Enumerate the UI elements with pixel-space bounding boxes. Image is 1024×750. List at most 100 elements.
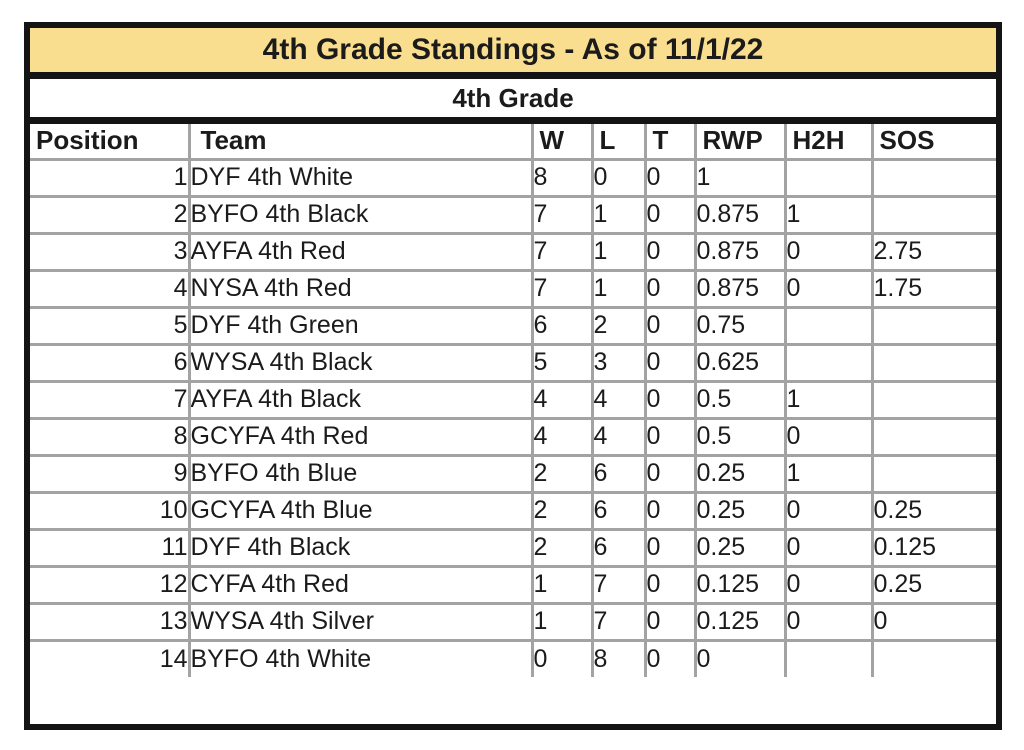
wins-cell: 1 [532,603,594,642]
wins-cell: 6 [532,307,594,346]
sos-cell: 0.125 [872,529,996,568]
position-cell: 8 [30,418,191,457]
table-row: 10 GCYFA 4th Blue 2 6 0 0.25 0 0.25 [30,492,996,531]
h2h-cell [785,640,874,677]
position-cell: 7 [30,381,191,420]
losses-cell: 0 [592,159,647,198]
position-cell: 4 [30,270,191,309]
table-row: 9 BYFO 4th Blue 2 6 0 0.25 1 [30,455,996,494]
position-cell: 2 [30,196,191,235]
table-row: 11 DYF 4th Black 2 6 0 0.25 0 0.125 [30,529,996,568]
losses-cell: 7 [592,566,647,605]
table-row: 12 CYFA 4th Red 1 7 0 0.125 0 0.25 [30,566,996,605]
wins-cell: 2 [532,492,594,531]
table-row: 8 GCYFA 4th Red 4 4 0 0.5 0 [30,418,996,457]
h2h-cell: 0 [785,529,874,568]
table-row: 6 WYSA 4th Black 5 3 0 0.625 [30,344,996,383]
position-cell: 13 [30,603,191,642]
team-cell: DYF 4th Black [189,529,534,568]
ties-cell: 0 [645,196,697,235]
table-row: 13 WYSA 4th Silver 1 7 0 0.125 0 0 [30,603,996,642]
wins-cell: 7 [532,233,594,272]
losses-cell: 2 [592,307,647,346]
losses-cell: 1 [592,233,647,272]
team-cell: GCYFA 4th Blue [189,492,534,531]
column-header-team: Team [189,124,534,161]
sos-cell [872,344,996,383]
ties-cell: 0 [645,529,697,568]
sos-cell: 2.75 [872,233,996,272]
position-cell: 14 [30,640,191,677]
team-cell: AYFA 4th Red [189,233,534,272]
ties-cell: 0 [645,566,697,605]
column-header-losses: L [592,124,647,161]
table-row: 4 NYSA 4th Red 7 1 0 0.875 0 1.75 [30,270,996,309]
rwp-cell: 0.5 [695,381,787,420]
sos-cell [872,307,996,346]
team-cell: GCYFA 4th Red [189,418,534,457]
rwp-cell: 0 [695,640,787,677]
rwp-cell: 0.875 [695,233,787,272]
losses-cell: 1 [592,270,647,309]
page-title: 4th Grade Standings - As of 11/1/22 [30,28,996,79]
standings-table: Position Team W L T RWP H2H SOS 1 DYF 4t… [30,124,996,677]
table-row: 1 DYF 4th White 8 0 0 1 [30,159,996,198]
table-row: 2 BYFO 4th Black 7 1 0 0.875 1 [30,196,996,235]
position-cell: 11 [30,529,191,568]
team-cell: WYSA 4th Black [189,344,534,383]
position-cell: 3 [30,233,191,272]
ties-cell: 0 [645,492,697,531]
team-cell: NYSA 4th Red [189,270,534,309]
wins-cell: 7 [532,196,594,235]
losses-cell: 4 [592,418,647,457]
wins-cell: 0 [532,640,594,677]
wins-cell: 5 [532,344,594,383]
losses-cell: 3 [592,344,647,383]
h2h-cell: 0 [785,603,874,642]
column-header-row: Position Team W L T RWP H2H SOS [30,124,996,161]
h2h-cell: 0 [785,233,874,272]
sos-cell [872,418,996,457]
team-cell: DYF 4th Green [189,307,534,346]
wins-cell: 2 [532,529,594,568]
h2h-cell [785,344,874,383]
rwp-cell: 0.25 [695,455,787,494]
sos-cell [872,640,996,677]
ties-cell: 0 [645,344,697,383]
table-row: 5 DYF 4th Green 6 2 0 0.75 [30,307,996,346]
sos-cell [872,381,996,420]
h2h-cell [785,307,874,346]
h2h-cell: 1 [785,455,874,494]
h2h-cell: 1 [785,381,874,420]
h2h-cell [785,159,874,198]
ties-cell: 0 [645,233,697,272]
losses-cell: 4 [592,381,647,420]
team-cell: WYSA 4th Silver [189,603,534,642]
column-header-ties: T [645,124,697,161]
team-cell: BYFO 4th Blue [189,455,534,494]
wins-cell: 7 [532,270,594,309]
losses-cell: 1 [592,196,647,235]
position-cell: 5 [30,307,191,346]
rwp-cell: 0.125 [695,566,787,605]
sos-cell: 0.25 [872,566,996,605]
sos-cell: 0 [872,603,996,642]
column-header-wins: W [532,124,594,161]
rwp-cell: 0.25 [695,529,787,568]
rwp-cell: 0.125 [695,603,787,642]
position-cell: 12 [30,566,191,605]
rwp-cell: 0.875 [695,270,787,309]
ties-cell: 0 [645,603,697,642]
ties-cell: 0 [645,307,697,346]
rwp-cell: 0.25 [695,492,787,531]
table-row: 7 AYFA 4th Black 4 4 0 0.5 1 [30,381,996,420]
team-cell: DYF 4th White [189,159,534,198]
wins-cell: 2 [532,455,594,494]
losses-cell: 7 [592,603,647,642]
h2h-cell: 0 [785,418,874,457]
column-header-h2h: H2H [785,124,874,161]
ties-cell: 0 [645,418,697,457]
sos-cell [872,455,996,494]
sos-cell: 1.75 [872,270,996,309]
table-row: 3 AYFA 4th Red 7 1 0 0.875 0 2.75 [30,233,996,272]
